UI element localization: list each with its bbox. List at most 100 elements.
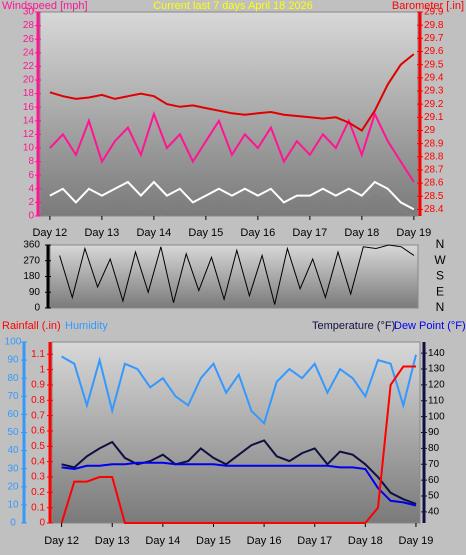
y-tick-label: 90 [428, 427, 440, 438]
y-tick-label: 70 [428, 459, 440, 470]
y-tick-label: 110 [428, 395, 444, 406]
series-line [61, 461, 417, 507]
y-tick-label: 12 [23, 129, 35, 140]
x-tick-label: Day 19 [399, 535, 434, 547]
plot-area [51, 341, 421, 524]
x-tick-label: Day 18 [344, 227, 379, 239]
y-tick-label: 0.2 [31, 487, 45, 498]
y-tick-label: 6 [28, 170, 34, 181]
y-tick-label: 140 [428, 348, 445, 359]
y-tick-label: S [436, 269, 444, 283]
y-tick-label: 1.1 [31, 349, 45, 360]
y-tick-label: 0.7 [31, 410, 45, 421]
y-tick-label: 0.1 [31, 502, 45, 513]
y-tick-label: 100 [428, 411, 445, 422]
y-tick-label: 29.9 [424, 7, 444, 18]
y-tick-label: 60 [7, 409, 19, 420]
y-tick-label: 50 [7, 427, 19, 438]
y-tick-label: 29.7 [424, 33, 444, 44]
y-tick-label: 100 [5, 337, 22, 348]
y-tick-label: N [436, 300, 445, 314]
x-tick-label: Day 16 [240, 227, 275, 239]
y-tick-label: 28.7 [424, 165, 444, 176]
y-tick-label: 0 [39, 518, 45, 529]
y-tick-label: 1 [39, 364, 45, 375]
x-tick-label: Day 13 [95, 535, 130, 547]
y-tick-label: 10 [23, 143, 35, 154]
chart-label: Windspeed [mph] [2, 0, 88, 12]
series-line [49, 180, 415, 211]
y-tick-label: 0.6 [31, 426, 45, 437]
x-tick-label: Day 14 [136, 227, 171, 239]
y-tick-label: 29.3 [424, 86, 444, 97]
y-tick-label: 0 [34, 303, 40, 314]
y-tick-label: 30 [23, 7, 35, 18]
y-tick-label: 0.3 [31, 472, 45, 483]
x-tick-label: Day 15 [196, 535, 231, 547]
y-tick-label: 14 [23, 115, 35, 126]
x-tick-label: Day 12 [44, 535, 79, 547]
legend-label: Rainfall (.in) [2, 320, 61, 332]
y-tick-label: 40 [428, 507, 440, 518]
y-tick-label: 29.6 [424, 46, 444, 57]
x-tick-label: Day 17 [297, 535, 332, 547]
y-tick-label: 80 [428, 443, 440, 454]
y-tick-label: 80 [7, 373, 19, 384]
y-tick-label: 70 [7, 391, 19, 402]
y-tick-label: 30 [7, 463, 19, 474]
legend-label: Temperature (°F) [312, 320, 395, 332]
y-tick-label: 28.8 [424, 151, 444, 162]
series-line [49, 194, 415, 217]
y-tick-label: 20 [23, 75, 35, 86]
series-line [59, 244, 415, 305]
y-tick-label: 28 [23, 20, 35, 31]
y-tick-label: 0.5 [31, 441, 45, 452]
y-tick-label: 22 [23, 61, 35, 72]
y-tick-label: 29.4 [424, 72, 444, 83]
y-tick-label: 2 [28, 197, 34, 208]
y-tick-label: N [436, 237, 445, 251]
y-tick-label: 60 [428, 475, 440, 486]
y-tick-label: 29.5 [424, 59, 444, 70]
y-tick-label: 0.9 [31, 380, 45, 391]
plot-area [39, 11, 419, 217]
series-line [49, 110, 415, 183]
y-tick-label: 0.8 [31, 395, 45, 406]
series-line [61, 439, 417, 505]
y-tick-label: 26 [23, 34, 35, 45]
series-line [60, 365, 416, 524]
x-tick-label: Day 14 [145, 535, 180, 547]
y-tick-label: 16 [23, 102, 35, 113]
plot-area [49, 244, 419, 309]
y-tick-label: 180 [23, 271, 40, 282]
x-tick-label: Day 18 [348, 535, 383, 547]
y-tick-label: 4 [28, 183, 34, 194]
y-tick-label: W [434, 253, 446, 267]
x-tick-label: Day 13 [84, 227, 119, 239]
series-line [61, 354, 417, 426]
y-tick-label: 18 [23, 88, 35, 99]
series-line [49, 53, 415, 132]
legend-label: Dew Point (°F) [394, 320, 466, 332]
y-tick-label: 10 [7, 500, 19, 511]
y-tick-label: 24 [23, 47, 35, 58]
y-tick-label: 0 [10, 518, 16, 529]
chart-label: Barometer [.in] [392, 0, 464, 12]
y-tick-label: 20 [7, 481, 19, 492]
y-tick-label: 29.1 [424, 112, 444, 123]
chart-label: Current last 7 days April 18 2026 [153, 0, 313, 12]
y-tick-label: 29.2 [424, 99, 444, 110]
legend-label: Humidity [65, 320, 108, 332]
x-tick-label: Day 17 [292, 227, 327, 239]
x-tick-label: Day 15 [188, 227, 223, 239]
y-tick-label: 8 [28, 156, 34, 167]
y-tick-label: 28.5 [424, 191, 444, 202]
y-tick-label: 120 [428, 380, 445, 391]
y-tick-label: 28.6 [424, 178, 444, 189]
y-tick-label: 0.4 [31, 456, 45, 467]
y-tick-label: 90 [7, 355, 19, 366]
y-tick-label: 50 [428, 491, 440, 502]
y-tick-label: 28.4 [424, 204, 444, 215]
y-tick-label: 0 [28, 211, 34, 222]
y-tick-label: 270 [23, 255, 40, 266]
